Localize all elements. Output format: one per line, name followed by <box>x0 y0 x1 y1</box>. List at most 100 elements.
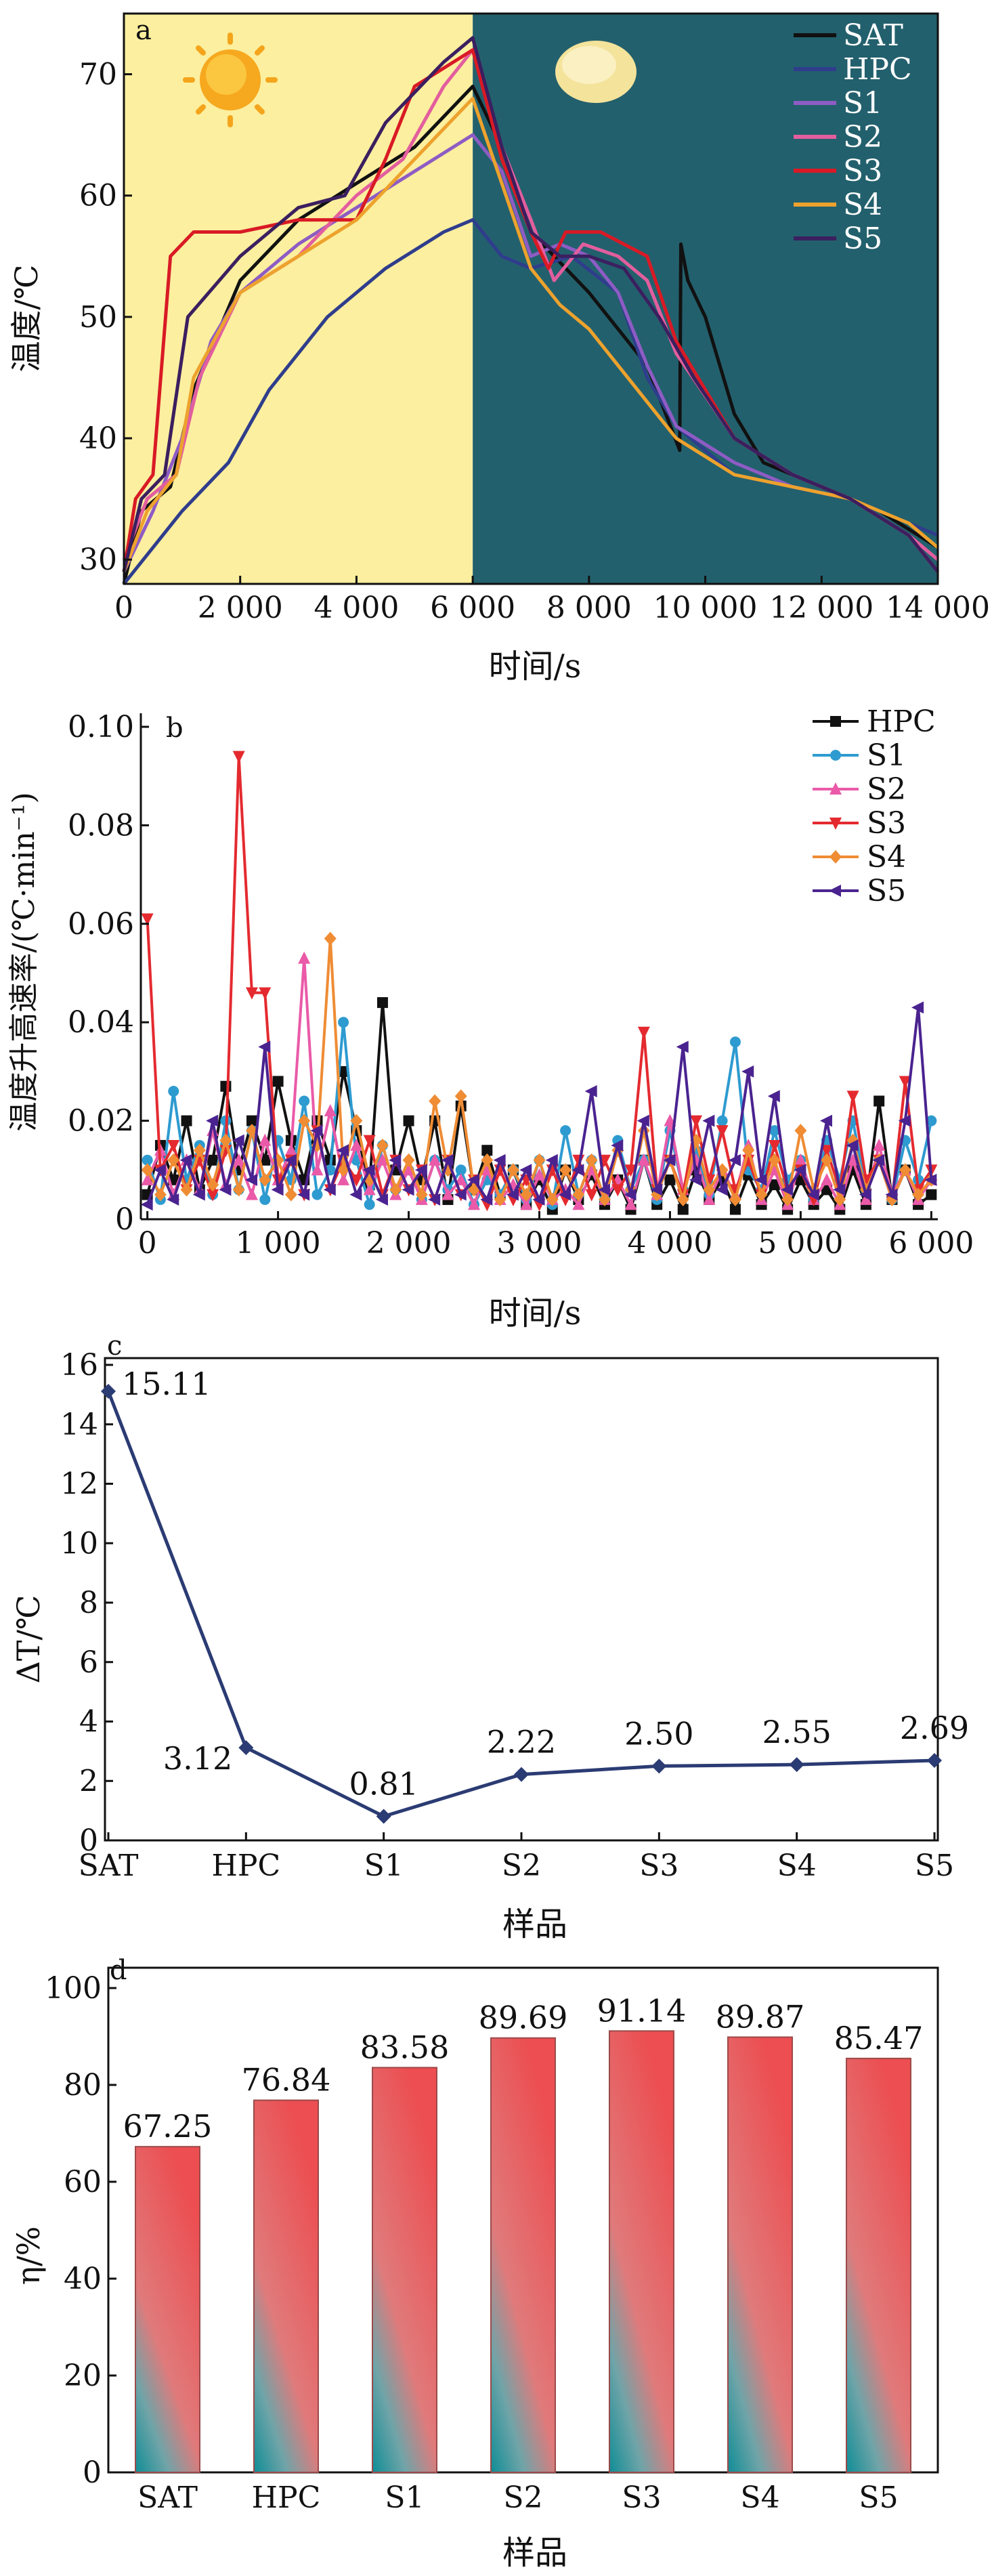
series-point-hpc <box>729 1204 741 1215</box>
panel-b-label: b <box>166 713 184 744</box>
series-point-s2 <box>520 1198 533 1210</box>
panel-b-chart: 0 0.02 0.04 0.06 0.08 0.10 0 1 000 2 000 3 000 4 0… <box>7 704 974 1332</box>
series-point-s4 <box>690 1133 703 1147</box>
series-point-hpc <box>376 997 388 1009</box>
series-point-s4 <box>232 1183 245 1197</box>
panel-d-y-axis-label: η/% <box>10 2226 47 2285</box>
panel-c-x-tick-label: HPC <box>212 1849 281 1883</box>
panel-d-x-tick-label: S5 <box>859 2480 898 2515</box>
panel-c-data-label: 0.81 <box>349 1765 418 1802</box>
panel-d-x-tick-label: S3 <box>622 2480 661 2515</box>
panel-c-x-tick-label: S4 <box>777 1849 817 1883</box>
series-point-s4 <box>324 931 337 946</box>
series-point-s5 <box>911 1001 924 1014</box>
panel-a-plot-frame <box>123 12 939 585</box>
panel-c-x-tick-label: S3 <box>639 1849 678 1883</box>
series-point-s1 <box>769 1125 780 1137</box>
panel-d-y-tick-label: 0 <box>83 2455 102 2490</box>
series-point-s3 <box>899 1076 911 1089</box>
series-point-s4 <box>676 1192 689 1206</box>
series-point-s4 <box>781 1192 794 1206</box>
series-point-s2 <box>298 951 311 964</box>
series-point-s4 <box>415 1187 428 1202</box>
series-point-s1 <box>926 1115 937 1126</box>
panel-a-x-tick-label: 4 000 <box>314 591 399 625</box>
series-point-s2 <box>141 1173 154 1185</box>
panel-a-label: a <box>135 15 152 46</box>
series-point-s5 <box>833 1183 846 1196</box>
series-point-s5 <box>179 1154 192 1166</box>
panel-d-bar <box>846 2057 911 2473</box>
series-point-s3 <box>690 1115 703 1128</box>
series-point-s5 <box>297 1188 310 1201</box>
series-point-s4 <box>572 1187 585 1202</box>
series-point-s2 <box>350 1138 363 1151</box>
panel-b-x-axis-label: 时间/s <box>489 1294 582 1332</box>
series-point-s5 <box>337 1144 349 1157</box>
panel-b-x-tick-label: 2 000 <box>366 1226 452 1261</box>
series-point-s5 <box>284 1154 297 1166</box>
series-point-s4 <box>167 1153 180 1167</box>
series-point-s3 <box>611 1184 624 1197</box>
panel-d-y-tick-label: 80 <box>64 2068 102 2103</box>
series-point-hpc <box>181 1115 192 1126</box>
series-point-s5 <box>310 1124 323 1137</box>
legend-marker-s4 <box>829 850 842 864</box>
series-point-s4 <box>598 1192 611 1206</box>
series-point-s5 <box>441 1154 454 1166</box>
panel-c-y-tick-label: 0 <box>79 1823 98 1858</box>
panel-c-y-tick-label: 4 <box>79 1705 98 1739</box>
series-point-s4 <box>207 1178 219 1192</box>
series-point-s2 <box>337 1173 350 1185</box>
panel-a-axes: 30 40 50 60 70 0 2 000 4 000 6 000 8 000 10 000 12 … <box>79 12 990 625</box>
panel-d-bar <box>253 2099 319 2473</box>
series-point-s4 <box>703 1183 716 1197</box>
panel-d-data-label: 91.14 <box>597 1992 687 2029</box>
panel-b-axes: 0 0.02 0.04 0.06 0.08 0.10 0 1 000 2 000 3 000 4 0… <box>68 710 974 1261</box>
series-point-s4 <box>506 1163 519 1177</box>
series-point-s2 <box>232 1153 245 1166</box>
panel-c-point <box>789 1757 804 1773</box>
legend-label-s4: S4 <box>867 840 906 874</box>
panel-d-bar <box>490 2037 556 2474</box>
panel-b-y-tick-label: 0.04 <box>68 1005 134 1040</box>
series-point-s4 <box>429 1094 441 1108</box>
legend-label-s4: S4 <box>843 188 882 222</box>
series-point-s3 <box>585 1189 598 1202</box>
panel-d-y-tick-label: 40 <box>64 2262 102 2296</box>
panel-c-data-label: 3.12 <box>163 1740 232 1777</box>
series-point-s4 <box>402 1153 415 1167</box>
panel-c-y-axis-label: ΔT/℃ <box>10 1595 47 1684</box>
panel-d-bar <box>609 2030 674 2474</box>
series-point-s3 <box>820 1145 833 1158</box>
series-point-s3 <box>207 1189 219 1202</box>
series-point-s2 <box>846 1153 859 1166</box>
series-point-s5 <box>206 1114 219 1127</box>
panel-b-y-tick-label: 0.06 <box>68 907 134 942</box>
panel-a-x-tick-label: 6 000 <box>430 591 515 625</box>
series-point-s5 <box>271 1183 284 1196</box>
panel-c-data-label: 2.22 <box>487 1724 556 1760</box>
series-point-s5 <box>232 1134 244 1147</box>
panel-d-x-tick-label: S4 <box>740 2480 779 2515</box>
series-point-s4 <box>298 1114 311 1128</box>
series-point-s5 <box>781 1183 794 1196</box>
series-point-s2 <box>284 1143 297 1156</box>
series-point-s1 <box>455 1164 467 1176</box>
series-point-s3 <box>167 1139 180 1152</box>
panel-d-data-label: 67.25 <box>123 2108 213 2145</box>
panel-c-data-label: 2.50 <box>624 1715 693 1752</box>
legend-marker-s2 <box>829 782 842 795</box>
series-point-s5 <box>859 1188 871 1201</box>
series-point-s3 <box>350 1174 363 1187</box>
panel-a-y-tick-label: 30 <box>79 543 117 577</box>
series-point-s5 <box>323 1183 336 1196</box>
series-point-s4 <box>154 1187 167 1202</box>
series-point-s5 <box>559 1188 572 1201</box>
series-point-s4 <box>259 1173 272 1187</box>
panel-c-plot: 15.11 3.12 0.81 2.22 2.50 2.55 2.69 <box>101 1366 969 1824</box>
panel-c-x-tick-label: SAT <box>79 1849 139 1883</box>
panel-d-bar <box>727 2036 793 2473</box>
panel-b-y-tick-label: 0.02 <box>68 1104 134 1139</box>
